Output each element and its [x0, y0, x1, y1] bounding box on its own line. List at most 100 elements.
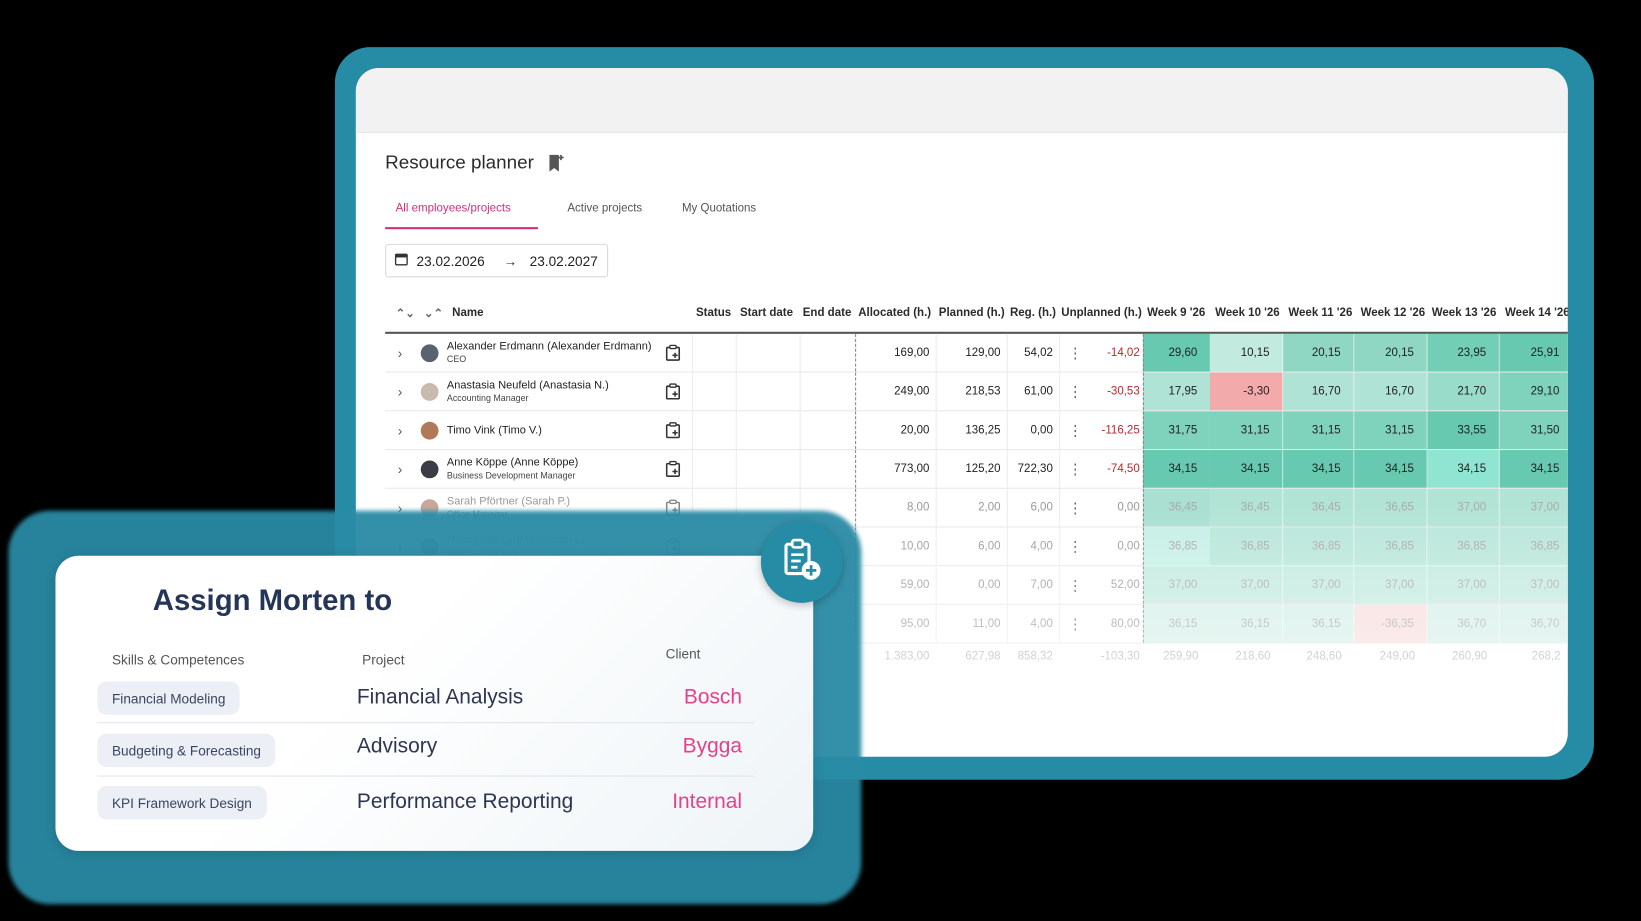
- week-cell[interactable]: 36,15: [1142, 604, 1211, 643]
- assign-clipboard-icon[interactable]: [665, 373, 683, 411]
- week-cell[interactable]: 36,45: [1209, 488, 1284, 527]
- week-cell[interactable]: 36,45: [1142, 488, 1211, 527]
- more-options-icon[interactable]: ⋮: [1059, 488, 1090, 527]
- week-cell[interactable]: 36,85: [1354, 527, 1428, 566]
- project-name[interactable]: Financial Analysis: [356, 685, 524, 709]
- client-name[interactable]: Bosch: [683, 685, 743, 709]
- week-cell[interactable]: 16,70: [1283, 372, 1355, 411]
- collapse-all-icon[interactable]: ⌄⌃: [423, 307, 444, 321]
- week-cell[interactable]: 36,45: [1283, 488, 1355, 527]
- week-cell[interactable]: 34,15: [1209, 450, 1284, 488]
- col-week-14[interactable]: Week 14 '26: [1505, 306, 1568, 320]
- expand-row-chevron-icon[interactable]: ›: [397, 422, 403, 439]
- week-cell[interactable]: 34,15: [1142, 450, 1211, 488]
- col-status[interactable]: Status: [695, 306, 732, 320]
- week-cell[interactable]: 31,15: [1283, 411, 1355, 449]
- week-cell[interactable]: 36,65: [1354, 488, 1428, 527]
- week-cell[interactable]: 36,85: [1209, 527, 1284, 566]
- col-week-12[interactable]: Week 12 '26: [1360, 306, 1426, 320]
- more-options-icon[interactable]: ⋮: [1059, 604, 1090, 643]
- col-week-9[interactable]: Week 9 '26: [1147, 306, 1206, 320]
- assign-clipboard-icon[interactable]: [665, 334, 683, 372]
- week-cell[interactable]: 31,15: [1209, 411, 1284, 449]
- week-cell[interactable]: 31,75: [1142, 411, 1211, 449]
- week-cell[interactable]: 36,85: [1499, 527, 1568, 566]
- tab-my-quotations[interactable]: My Quotations: [681, 201, 757, 215]
- bookmark-add-icon[interactable]: [549, 153, 564, 172]
- project-name[interactable]: Advisory: [356, 734, 438, 758]
- expand-row-chevron-icon[interactable]: ›: [397, 461, 403, 477]
- week-cell[interactable]: 10,15: [1209, 333, 1284, 372]
- week-cell[interactable]: 20,15: [1354, 333, 1428, 372]
- week-cell[interactable]: 33,55: [1427, 411, 1500, 449]
- employee-name-cell[interactable]: Alexander Erdmann (Alexander Erdmann) CEO: [447, 334, 672, 372]
- col-week-10[interactable]: Week 10 '26: [1215, 306, 1280, 320]
- more-options-icon[interactable]: ⋮: [1059, 450, 1090, 488]
- week-cell[interactable]: 20,15: [1283, 333, 1355, 372]
- skill-tag[interactable]: Budgeting & Forecasting: [97, 733, 276, 768]
- col-end-date[interactable]: End date: [802, 306, 852, 320]
- date-range-picker[interactable]: 23.02.2026 → 23.02.2027: [385, 243, 609, 278]
- week-cell[interactable]: 37,00: [1499, 566, 1568, 604]
- week-cell[interactable]: 37,00: [1427, 566, 1500, 604]
- week-cell[interactable]: 36,70: [1499, 604, 1568, 643]
- more-options-icon[interactable]: ⋮: [1059, 566, 1090, 604]
- week-cell[interactable]: 37,00: [1427, 488, 1500, 527]
- expand-row-chevron-icon[interactable]: ›: [397, 344, 403, 361]
- employee-name-cell[interactable]: Anastasia Neufeld (Anastasia N.) Accounti…: [447, 373, 672, 411]
- week-cell[interactable]: 36,85: [1283, 527, 1355, 566]
- sort-expand-icon[interactable]: ⌃⌄: [395, 307, 415, 321]
- employee-name-cell[interactable]: Timo Vink (Timo V.): [447, 411, 672, 449]
- skill-tag[interactable]: KPI Framework Design: [97, 785, 267, 820]
- client-name[interactable]: Internal: [672, 790, 743, 814]
- client-name[interactable]: Bygga: [682, 734, 743, 758]
- week-cell[interactable]: 23,95: [1427, 333, 1500, 372]
- week-cell[interactable]: 36,15: [1283, 604, 1355, 643]
- week-cell[interactable]: 34,15: [1354, 450, 1428, 488]
- tab-all-employees-projects[interactable]: All employees/projects: [385, 200, 539, 230]
- week-cell[interactable]: 21,70: [1427, 372, 1500, 411]
- week-cell[interactable]: -3,30: [1209, 372, 1284, 411]
- week-cell[interactable]: 31,15: [1354, 411, 1428, 449]
- employee-name-cell[interactable]: Anne Köppe (Anne Köppe) Business Developm…: [447, 450, 672, 488]
- week-cell[interactable]: 36,15: [1209, 604, 1284, 643]
- table-row[interactable]: › Alexander Erdmann (Alexander Erdmann) CE…: [385, 333, 1568, 373]
- col-start-date[interactable]: Start date: [739, 306, 794, 320]
- col-planned[interactable]: Planned (h.): [938, 306, 1005, 320]
- week-cell[interactable]: 37,00: [1142, 566, 1211, 604]
- assign-clipboard-icon[interactable]: [665, 450, 683, 488]
- assign-fab-button[interactable]: [760, 521, 843, 603]
- skill-tag[interactable]: Financial Modeling: [97, 681, 241, 715]
- week-cell[interactable]: 37,00: [1283, 566, 1355, 604]
- week-cell[interactable]: -36,35: [1354, 604, 1428, 643]
- week-cell[interactable]: 37,00: [1354, 566, 1428, 604]
- week-cell[interactable]: 34,15: [1427, 450, 1500, 488]
- table-row[interactable]: › Anastasia Neufeld (Anastasia N.) Account…: [385, 372, 1568, 412]
- more-options-icon[interactable]: ⋮: [1059, 411, 1090, 449]
- expand-row-chevron-icon[interactable]: ›: [397, 383, 403, 400]
- week-cell[interactable]: 31,50: [1499, 411, 1568, 449]
- tab-active-projects[interactable]: Active projects: [567, 201, 643, 215]
- week-cell[interactable]: 16,70: [1354, 372, 1428, 411]
- table-row[interactable]: › Timo Vink (Timo V.) 20,00 136,25 0,00 ⋮ -116…: [385, 411, 1568, 451]
- week-cell[interactable]: 34,15: [1283, 450, 1355, 488]
- week-cell[interactable]: 29,60: [1142, 333, 1211, 372]
- table-row[interactable]: › Anne Köppe (Anne Köppe) Business Develop…: [385, 450, 1568, 489]
- week-cell[interactable]: 36,70: [1427, 604, 1500, 643]
- week-cell[interactable]: 36,85: [1142, 527, 1211, 566]
- more-options-icon[interactable]: ⋮: [1059, 527, 1090, 566]
- week-cell[interactable]: 36,85: [1427, 527, 1500, 566]
- week-cell[interactable]: 37,00: [1499, 488, 1568, 527]
- project-name[interactable]: Performance Reporting: [356, 790, 574, 814]
- week-cell[interactable]: 37,00: [1209, 566, 1284, 604]
- more-options-icon[interactable]: ⋮: [1059, 333, 1090, 372]
- col-week-11[interactable]: Week 11 '26: [1288, 306, 1353, 320]
- week-cell[interactable]: 25,91: [1499, 333, 1568, 372]
- week-cell[interactable]: 34,15: [1499, 450, 1568, 488]
- col-allocated[interactable]: Allocated (h.): [858, 306, 932, 320]
- col-week-13[interactable]: Week 13 '26: [1431, 306, 1497, 320]
- col-name[interactable]: Name: [452, 306, 484, 320]
- col-unplanned[interactable]: Unplanned (h.): [1061, 306, 1142, 320]
- week-cell[interactable]: 17,95: [1142, 372, 1211, 411]
- week-cell[interactable]: 29,10: [1499, 372, 1568, 411]
